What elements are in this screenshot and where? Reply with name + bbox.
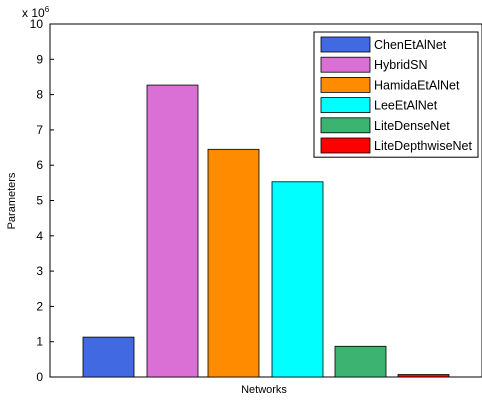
y-tick-label: 6	[36, 158, 43, 172]
y-tick-label: 9	[36, 52, 43, 66]
legend-label: LiteDepthwiseNet	[374, 139, 472, 153]
x-axis-label: Networks	[241, 384, 287, 396]
legend-swatch	[320, 77, 371, 93]
bar-leeetalnet	[271, 181, 324, 378]
bar-hamidaetalnet	[207, 148, 260, 378]
legend-label: ChenEtAlNet	[374, 38, 447, 52]
y-tick-label: 0	[36, 370, 43, 384]
legend-label: LiteDenseNet	[374, 119, 450, 133]
legend-label: HybridSN	[374, 58, 428, 72]
bar-chenetalnet	[82, 336, 135, 378]
y-tick-label: 1	[36, 335, 43, 349]
bar-litedensenet	[334, 345, 387, 378]
y-tick-label: 8	[36, 88, 43, 102]
legend-label: LeeEtAlNet	[374, 99, 438, 113]
legend-swatch	[320, 137, 371, 154]
bar-hybridsn	[146, 84, 199, 378]
y-tick-label: 2	[36, 299, 43, 313]
y-tick-label: 10	[30, 17, 44, 31]
y-axis-label: Parameters	[6, 172, 18, 229]
legend-label: HamidaEtAlNet	[374, 78, 460, 92]
y-axis-multiplier: x 106	[22, 5, 50, 20]
y-axis-multiplier-exponent: 6	[45, 5, 50, 14]
legend-box	[313, 31, 479, 158]
legend-swatch	[320, 36, 371, 53]
bar-litedepthwisenet	[397, 374, 450, 378]
y-tick-label: 3	[36, 264, 43, 278]
y-tick-label: 4	[36, 229, 43, 243]
y-tick-label: 7	[36, 123, 43, 137]
y-tick-label: 5	[36, 194, 43, 208]
legend-swatch	[320, 97, 371, 113]
legend-swatch	[320, 117, 371, 134]
legend-swatch	[320, 56, 371, 73]
